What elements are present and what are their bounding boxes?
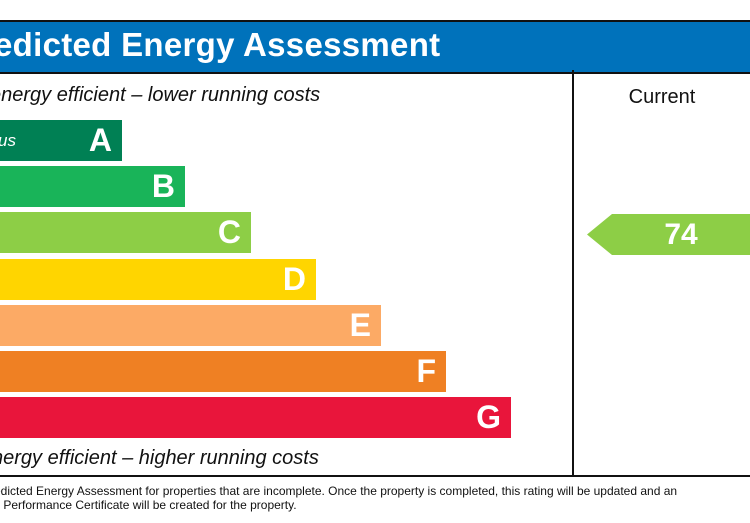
- current-rating-arrow: [587, 214, 750, 255]
- rating-bar-e: E: [0, 305, 381, 346]
- top-caption: energy efficient – lower running costs: [0, 84, 321, 106]
- column-divider: [572, 70, 574, 477]
- footnote: edicted Energy Assessment for properties…: [0, 484, 677, 512]
- rating-bar-d: D: [0, 259, 316, 300]
- page-title: edicted Energy Assessment: [0, 26, 441, 63]
- header-bar: edicted Energy Assessment: [0, 22, 750, 74]
- rating-letter-c: C: [217, 214, 241, 250]
- rating-bar-g: G: [0, 397, 511, 438]
- footnote-line-1: edicted Energy Assessment for properties…: [0, 484, 678, 498]
- rating-letter-g: G: [476, 399, 501, 435]
- rating-letter-d: D: [282, 261, 306, 297]
- rating-bar-f: F: [0, 351, 446, 392]
- rating-letter-b: B: [151, 168, 175, 204]
- rating-bar-c: C: [0, 212, 251, 253]
- rating-letter-e: E: [349, 307, 371, 343]
- rating-bar-b: B: [0, 166, 185, 207]
- rating-bar-a: Aus: [0, 120, 122, 161]
- rating-letter-a: A: [88, 122, 112, 158]
- bottom-caption: nergy efficient – higher running costs: [0, 447, 319, 469]
- current-column-header: Current: [628, 86, 696, 108]
- current-rating-value: 74: [664, 218, 698, 251]
- rating-range-a: us: [0, 131, 16, 150]
- rating-letter-f: F: [416, 353, 436, 389]
- epc-frame: edicted Energy Assessment: [0, 20, 750, 477]
- footnote-line-2: y Performance Certificate will be create…: [0, 498, 297, 512]
